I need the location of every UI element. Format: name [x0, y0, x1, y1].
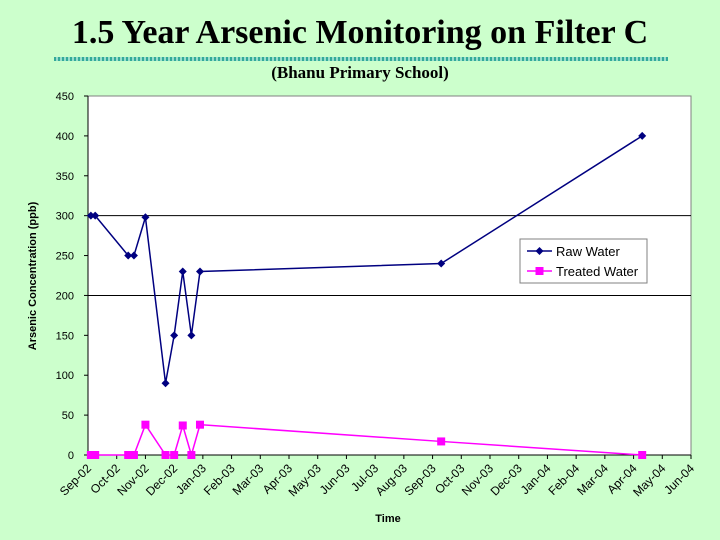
data-point	[187, 331, 196, 340]
legend-label: Treated Water	[556, 264, 639, 279]
legend: Raw Water Treated Water	[519, 238, 648, 284]
data-point	[437, 259, 446, 268]
y-tick-label: 50	[62, 410, 74, 422]
data-point	[91, 451, 100, 459]
y-tick-label: 450	[56, 91, 74, 103]
legend-marker	[535, 267, 544, 275]
x-tick-label: Mar-03	[230, 461, 267, 498]
y-tick-label: 150	[56, 330, 74, 342]
data-point	[124, 451, 133, 459]
data-point	[195, 267, 204, 276]
data-point	[124, 251, 133, 260]
y-axis-label: Arsenic Concentration (ppb)	[27, 201, 39, 350]
legend-box	[519, 238, 648, 284]
legend-marker	[535, 247, 544, 255]
y-tick-label: 200	[56, 290, 74, 302]
title-underline	[54, 57, 668, 61]
data-point	[437, 437, 446, 446]
data-point	[187, 451, 196, 459]
data-point	[86, 211, 95, 220]
data-point	[86, 451, 95, 459]
data-point	[141, 420, 150, 429]
x-tick-label: Dec-03	[488, 461, 525, 498]
x-tick-label: Feb-04	[545, 461, 582, 498]
x-tick-label: Sep-03	[401, 461, 438, 498]
x-tick-label: May-04	[630, 461, 668, 499]
data-point	[170, 451, 179, 459]
data-point	[178, 267, 187, 276]
slide-title: 1.5 Year Arsenic Monitoring on Filter C	[71, 14, 649, 51]
x-axis-label: Time	[375, 513, 400, 525]
slide-subtitle: (Bhanu Primary School)	[271, 63, 449, 82]
x-tick-label: Jun-04	[661, 461, 697, 497]
y-tick-label: 350	[56, 171, 74, 183]
data-point	[178, 421, 187, 430]
x-tick-label: Mar-04	[574, 461, 611, 498]
data-point	[170, 331, 179, 340]
data-point	[91, 211, 100, 220]
x-tick-label: Jun-03	[317, 461, 353, 497]
data-point	[638, 131, 647, 140]
data-point	[129, 251, 138, 260]
series-line	[90, 135, 643, 384]
x-tick-label: Dec-02	[143, 461, 180, 498]
legend-label: Raw Water	[556, 244, 620, 259]
y-tick-label: 300	[56, 211, 74, 223]
series-line	[90, 422, 643, 458]
y-tick-label: 0	[68, 450, 74, 462]
x-tick-label: Feb-03	[201, 461, 238, 498]
data-point	[161, 451, 170, 459]
x-tick-label: Sep-02	[57, 461, 94, 498]
y-tick-label: 250	[56, 251, 74, 263]
y-tick-label: 400	[56, 131, 74, 143]
x-tick-label: May-03	[286, 461, 324, 499]
data-point	[141, 213, 150, 222]
data-point	[638, 451, 647, 459]
data-point	[161, 379, 170, 388]
y-tick-label: 100	[56, 370, 74, 382]
data-point	[195, 420, 204, 429]
data-point	[129, 451, 138, 459]
